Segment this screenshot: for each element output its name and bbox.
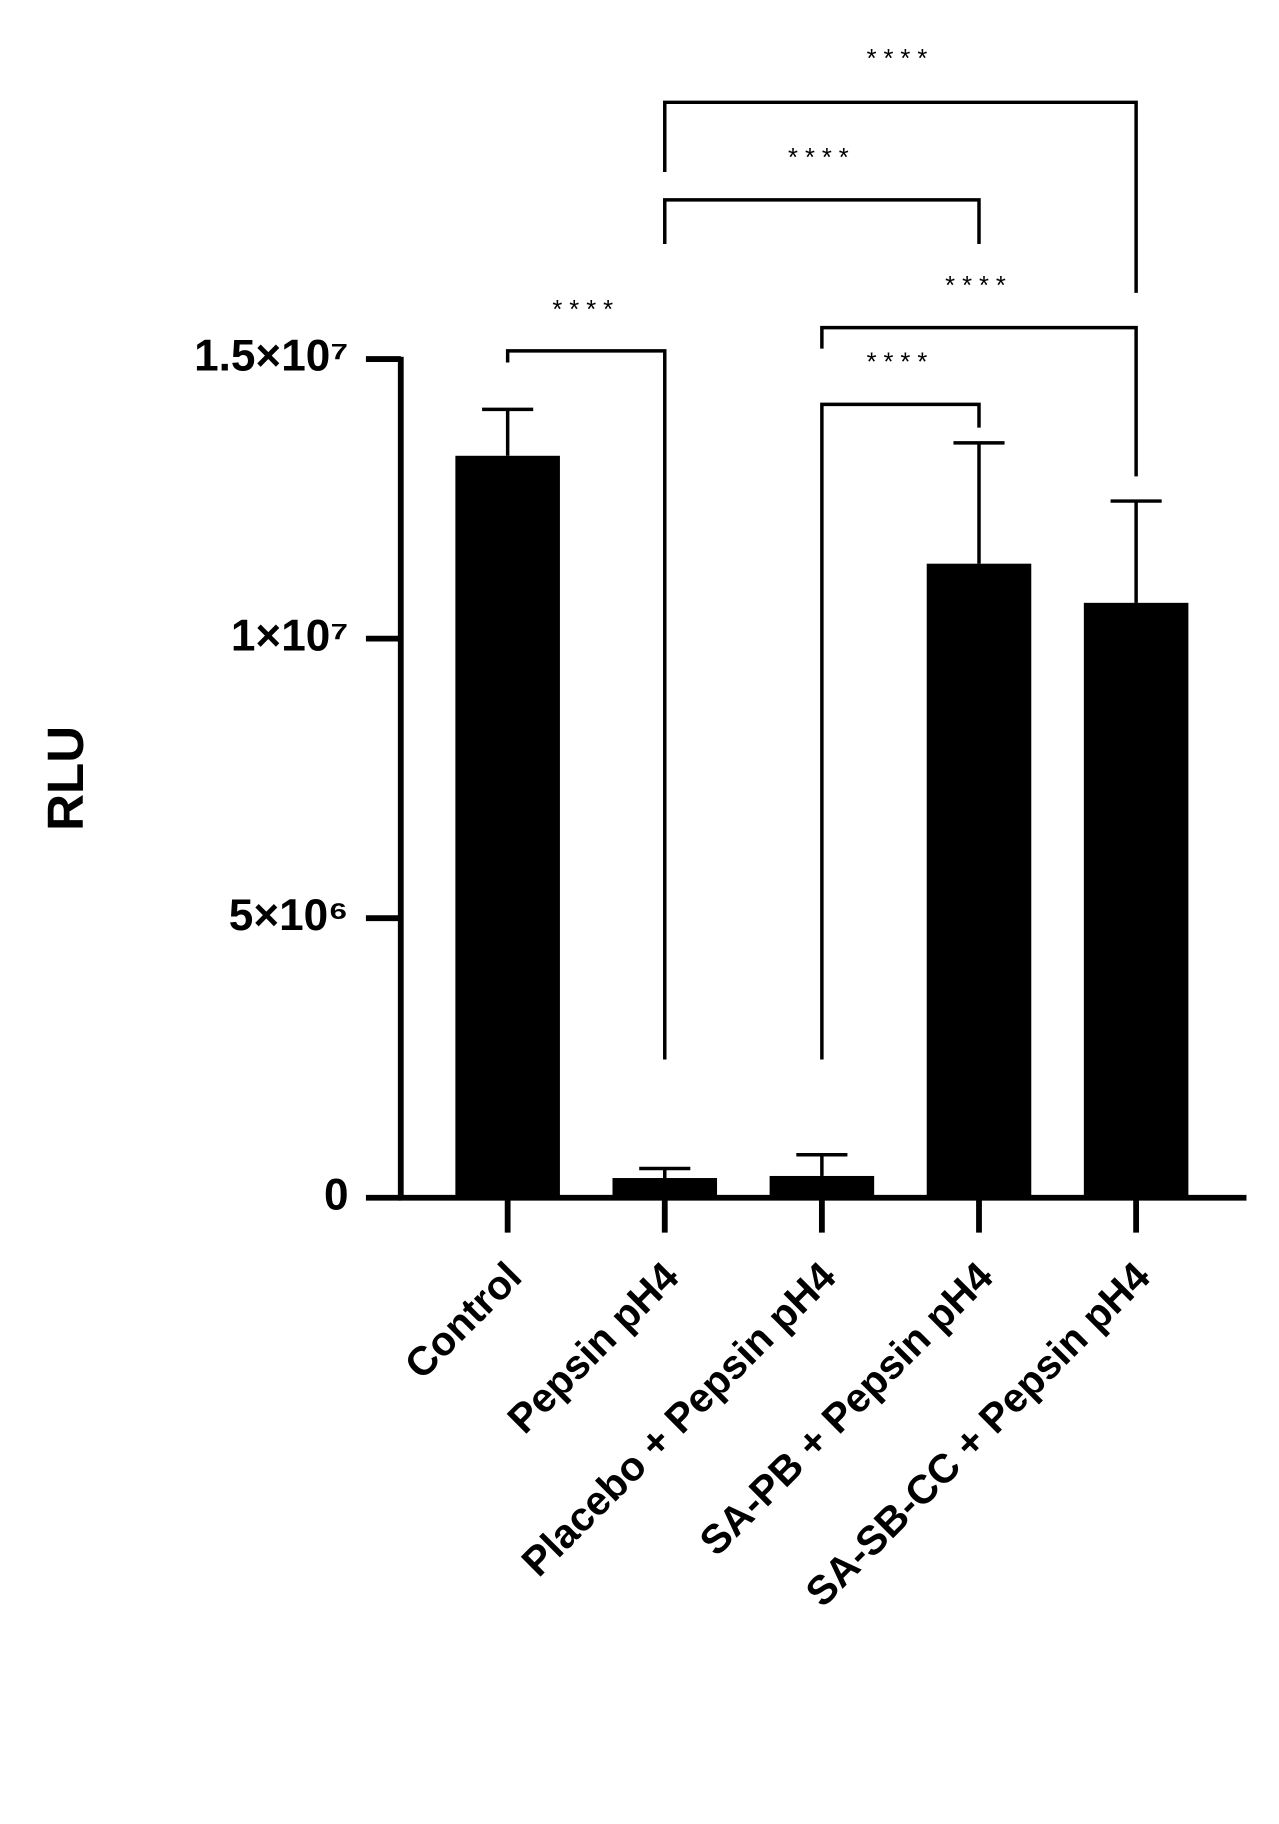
significance-bracket (663, 100, 1138, 293)
bar (769, 1175, 875, 1198)
y-axis-label: RLU (37, 726, 94, 831)
significance-bracket (663, 198, 981, 245)
y-tick-label: 5×10⁶ (229, 891, 349, 940)
significance-label: **** (552, 296, 620, 324)
significance-label: **** (867, 45, 935, 73)
y-tick-label: 1.5×10⁷ (194, 332, 348, 381)
bar (455, 455, 560, 1198)
bar (1083, 602, 1189, 1198)
y-tick-label: 1×10⁷ (231, 611, 349, 660)
significance-bracket (820, 325, 1138, 477)
x-tick-label: Control (396, 1253, 531, 1388)
y-tick-label: 0 (324, 1170, 349, 1219)
significance-bracket (820, 402, 981, 1060)
significance-label: **** (788, 144, 856, 172)
x-tick-label: SA-PB + Pepsin pH4 (690, 1253, 1001, 1564)
significance-bracket (505, 349, 667, 1060)
significance-label: **** (945, 272, 1013, 300)
x-tick-label: Placebo + Pepsin pH4 (513, 1253, 845, 1585)
significance-label: **** (867, 348, 935, 376)
bar (926, 563, 1032, 1198)
bar (612, 1178, 718, 1198)
